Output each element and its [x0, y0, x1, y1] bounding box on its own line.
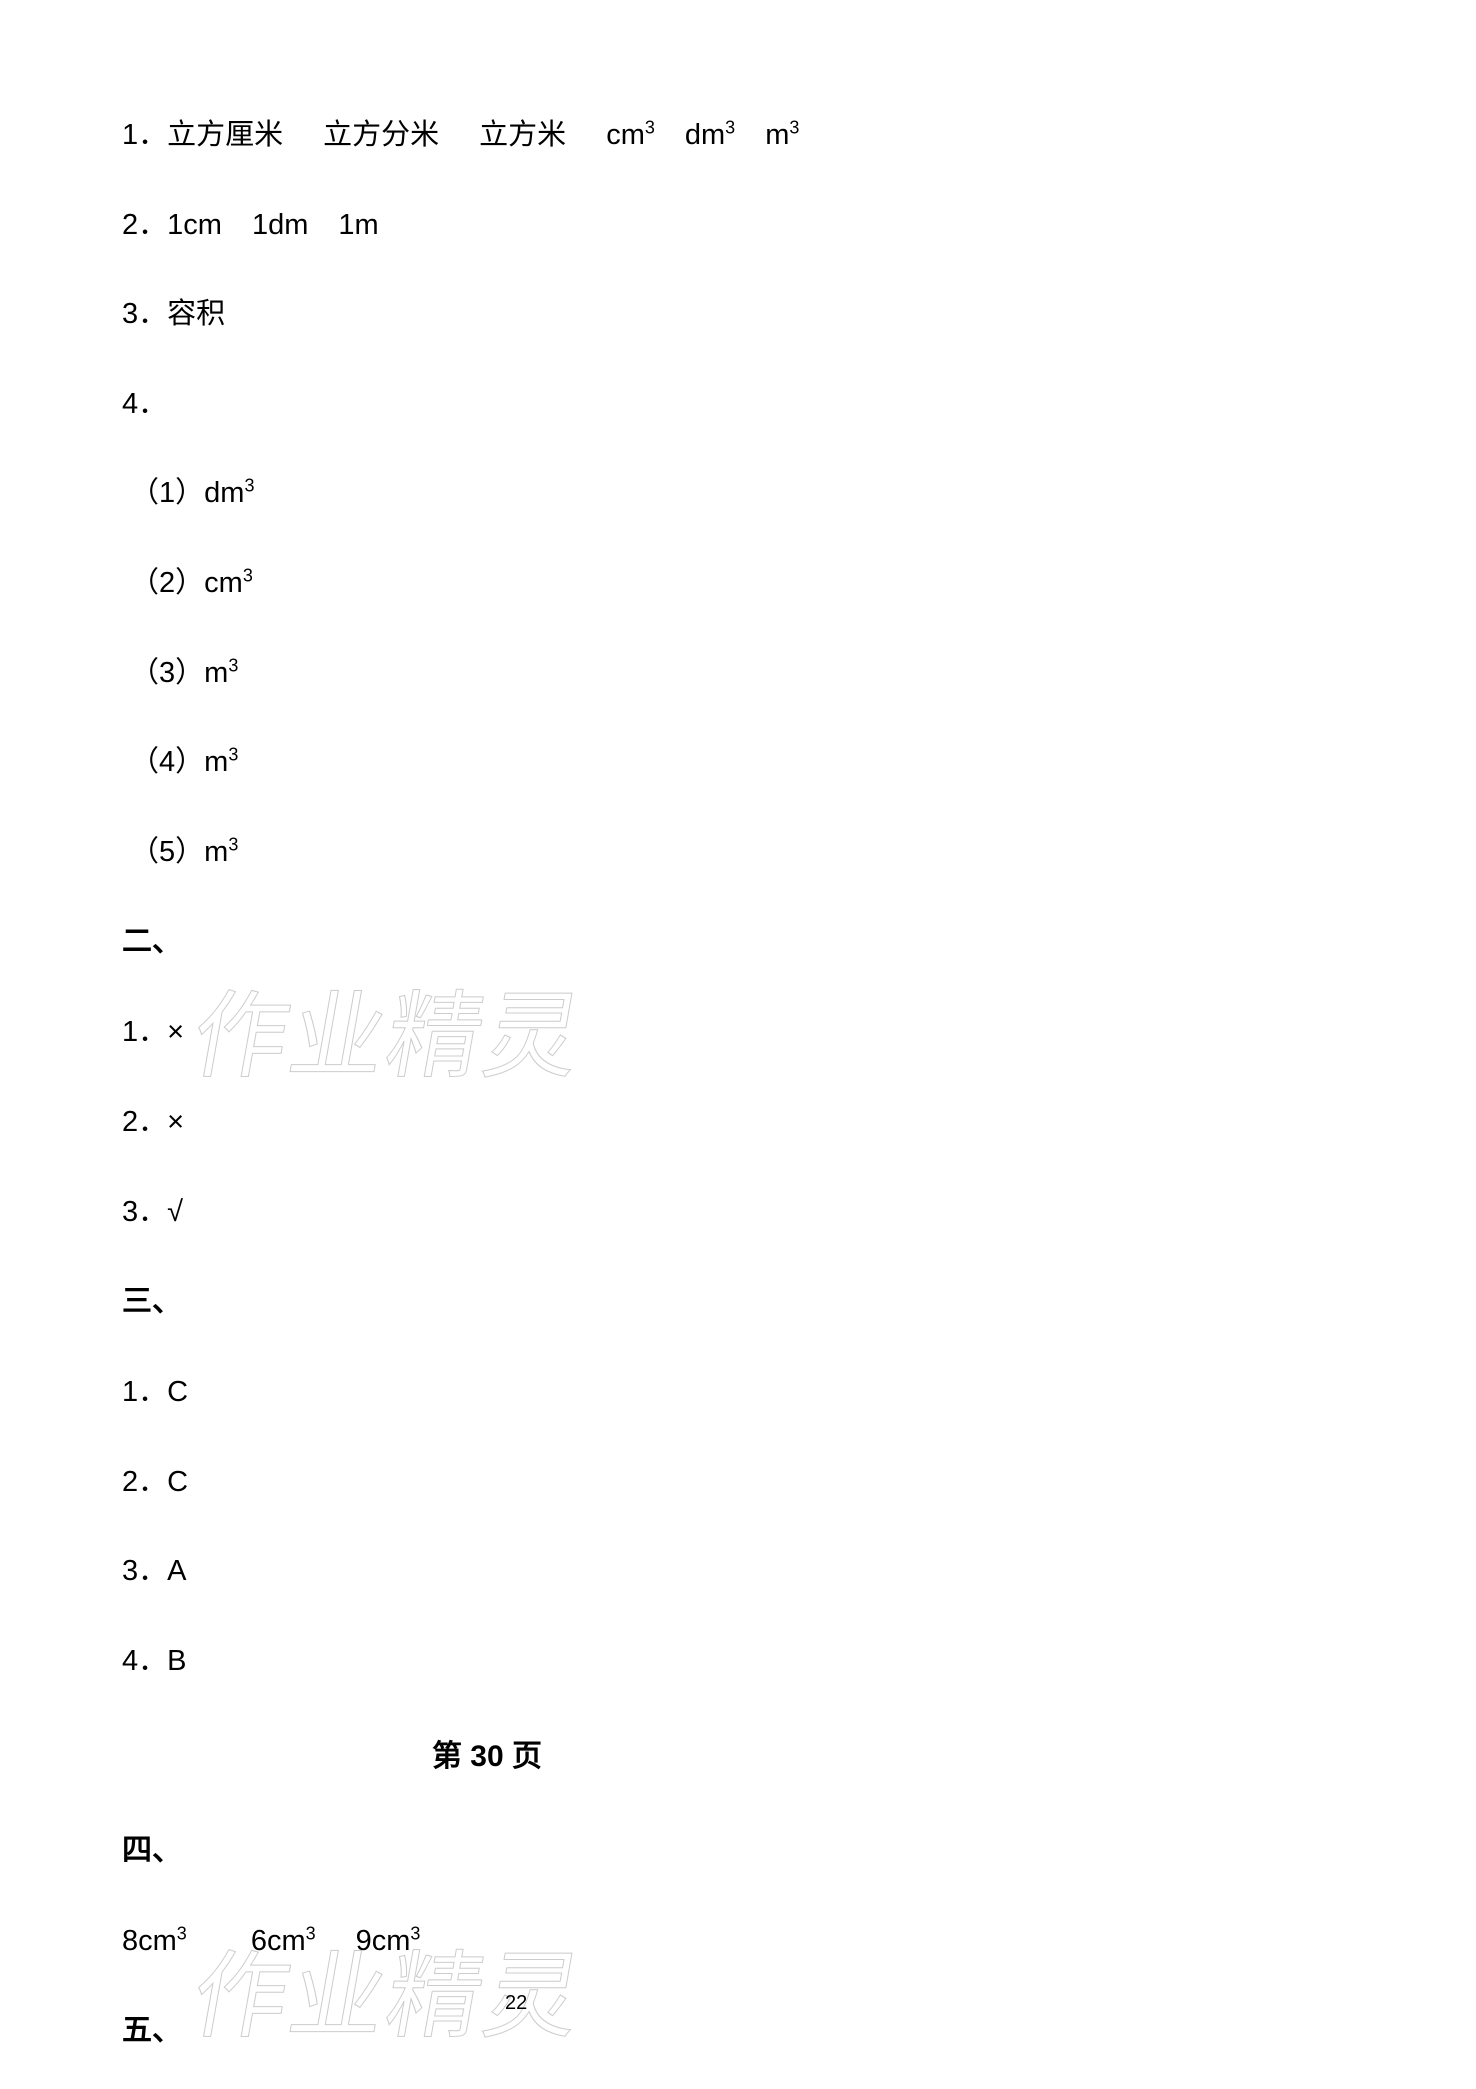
q4-sub2-sup: 3	[243, 565, 253, 585]
section4-answer: 8cm36cm39cm3	[122, 1921, 1476, 1962]
q4-sub4-prefix: （4）	[130, 746, 204, 778]
q4-sub5-prefix: （5）	[130, 836, 204, 868]
s3-a2: C	[167, 1466, 188, 1498]
q4-sub5-val: m	[204, 836, 228, 868]
q1-b: 立方分米	[323, 119, 439, 151]
q4-sub3-val: m	[204, 657, 228, 689]
q1-c: 立方米	[479, 119, 566, 151]
s4-c: 9cm	[356, 1925, 411, 1957]
q1-a: 立方厘米	[167, 119, 283, 151]
q2-prefix: 2．	[122, 209, 167, 241]
q4-sub1-val: dm	[204, 477, 244, 509]
s3-a3: A	[167, 1555, 186, 1587]
section-2-heading: 二、	[122, 921, 1476, 963]
s4-c-sup: 3	[410, 1923, 420, 1943]
q4-prefix: 4．	[122, 388, 167, 420]
s3-a4: B	[167, 1645, 186, 1677]
q2-a: 1cm	[167, 209, 222, 241]
answer-4-5: （5）m3	[122, 832, 1476, 873]
s3-a3-prefix: 3．	[122, 1555, 167, 1587]
q3-prefix: 3．	[122, 298, 167, 330]
s3-a4-prefix: 4．	[122, 1645, 167, 1677]
s3-a2-prefix: 2．	[122, 1466, 167, 1498]
q4-sub5-sup: 3	[228, 834, 238, 854]
q4-sub1-sup: 3	[244, 476, 254, 496]
s4-a: 8cm	[122, 1925, 177, 1957]
page-30-heading: 第 30 页	[122, 1731, 852, 1775]
q4-sub2-prefix: （2）	[130, 567, 204, 599]
answer-4-1: （1）dm3	[122, 473, 1476, 514]
q1-f: m	[765, 119, 789, 151]
q1-e-sup: 3	[725, 117, 735, 137]
page-number: 22	[505, 1992, 527, 2015]
s3-a1-prefix: 1．	[122, 1376, 167, 1408]
section3-answer-4: 4．B	[122, 1641, 1476, 1682]
section3-answer-3: 3．A	[122, 1551, 1476, 1592]
s4-b: 6cm	[251, 1925, 306, 1957]
q4-sub3-prefix: （3）	[130, 657, 204, 689]
answer-2: 2．1cm 1dm 1m	[122, 205, 1476, 246]
section-5-heading: 五、	[122, 2010, 1476, 2052]
s2-a3: √	[167, 1196, 183, 1228]
q2-b: 1dm	[252, 209, 308, 241]
answer-4-4: （4）m3	[122, 742, 1476, 783]
answer-4-3: （3）m3	[122, 653, 1476, 694]
answer-1: 1．立方厘米立方分米立方米cm3dm3m3	[122, 115, 1476, 156]
q4-sub3-sup: 3	[228, 655, 238, 675]
s2-a2: ×	[167, 1106, 184, 1138]
document-content: 1．立方厘米立方分米立方米cm3dm3m3 2．1cm1dm1m 3．容积 4．…	[122, 115, 1476, 2052]
section-3-heading: 三、	[122, 1281, 1476, 1323]
q1-e: dm	[685, 119, 725, 151]
s2-a1-prefix: 1．	[122, 1016, 167, 1048]
q2-c: 1m	[338, 209, 378, 241]
s2-a1: ×	[167, 1016, 184, 1048]
q1-d: cm	[606, 119, 645, 151]
q4-sub1-prefix: （1）	[130, 477, 204, 509]
q1-d-sup: 3	[645, 117, 655, 137]
s4-b-sup: 3	[306, 1923, 316, 1943]
section-4-heading: 四、	[122, 1830, 1476, 1872]
section3-answer-2: 2．C	[122, 1462, 1476, 1503]
s3-a1: C	[167, 1376, 188, 1408]
section3-answer-1: 1．C	[122, 1372, 1476, 1413]
section2-answer-1: 1．×	[122, 1012, 1476, 1053]
s2-a2-prefix: 2．	[122, 1106, 167, 1138]
answer-4: 4．	[122, 384, 1476, 425]
section2-answer-3: 3．√	[122, 1192, 1476, 1233]
answer-4-2: （2）cm3	[122, 563, 1476, 604]
q3-text: 容积	[167, 298, 225, 330]
q4-sub2-val: cm	[204, 567, 243, 599]
q1-prefix: 1．	[122, 119, 167, 151]
s4-a-sup: 3	[177, 1923, 187, 1943]
q4-sub4-sup: 3	[228, 745, 238, 765]
section2-answer-2: 2．×	[122, 1102, 1476, 1143]
s2-a3-prefix: 3．	[122, 1196, 167, 1228]
q4-sub4-val: m	[204, 746, 228, 778]
answer-3: 3．容积	[122, 294, 1476, 335]
q1-f-sup: 3	[789, 117, 799, 137]
